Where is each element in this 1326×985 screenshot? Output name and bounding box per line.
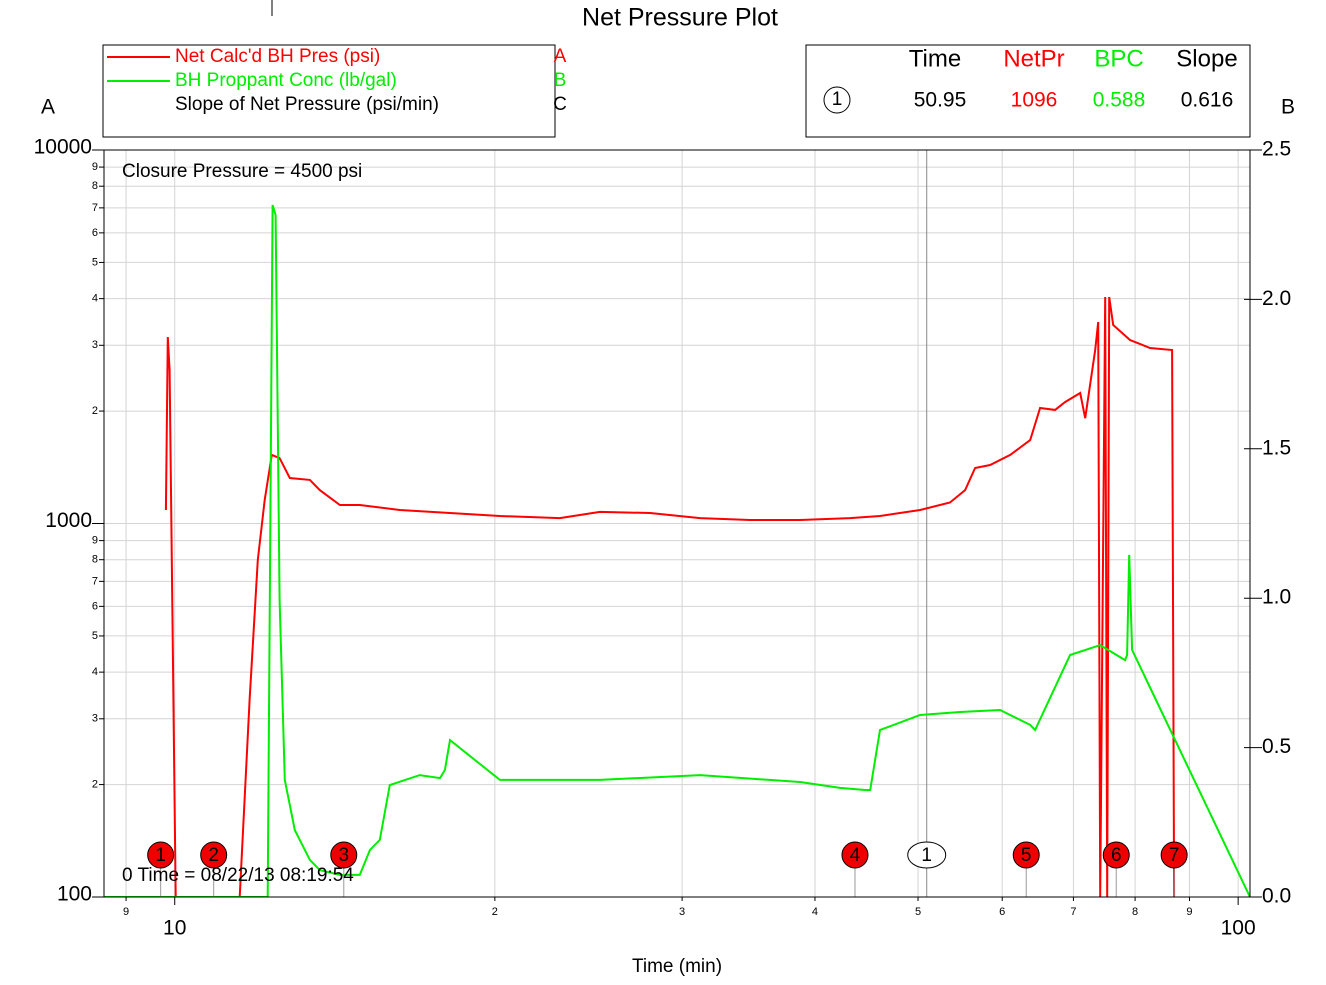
event-marker [330, 841, 358, 869]
series-line [104, 204, 1250, 897]
y-tick-label: 4 [92, 666, 98, 678]
cursor-value: 0.616 [1181, 89, 1234, 112]
legend-label: Net Calc'd BH Pres (psi) [175, 46, 380, 67]
x-tick-label: 6 [999, 906, 1005, 918]
y2-axis-label: B [1281, 96, 1295, 119]
event-marker [200, 841, 228, 869]
annotation: Closure Pressure = 4500 psi [122, 161, 362, 182]
legend-box [102, 44, 556, 138]
y-tick-label: 5 [92, 256, 98, 268]
legend-letter: A [554, 46, 567, 67]
cursor-header: NetPr [1003, 45, 1064, 72]
x-tick-label: 4 [812, 906, 818, 918]
cursor-marker [907, 841, 947, 869]
y-tick-label: 10000 [34, 136, 92, 159]
y-tick-label: 8 [92, 554, 98, 566]
cursor-value: 1096 [1011, 89, 1058, 112]
cursor-header: Time [909, 45, 961, 72]
y-tick-label: 6 [92, 227, 98, 239]
y-tick-label: 6 [92, 600, 98, 612]
x-tick-label: 5 [915, 906, 921, 918]
cursor-header: BPC [1094, 45, 1143, 72]
event-marker [147, 841, 175, 869]
x-axis-label: Time (min) [632, 956, 722, 977]
cursor-box [805, 44, 1251, 138]
y2-tick-label: 0.5 [1262, 735, 1291, 758]
y-axis-label: A [41, 96, 55, 119]
x-tick-label: 2 [492, 906, 498, 918]
y-tick-label: 9 [92, 161, 98, 173]
event-label: 6 [1111, 845, 1122, 866]
legend-label: Slope of Net Pressure (psi/min) [175, 94, 439, 115]
y-tick-label: 7 [92, 202, 98, 214]
y-tick-label: 100 [57, 883, 92, 906]
y-tick-label: 2 [92, 405, 98, 417]
x-tick-label: 7 [1070, 906, 1076, 918]
event-label: 4 [850, 845, 861, 866]
annotation: 0 Time = 08/22/13 08:19:54 [122, 865, 354, 886]
legend-letter: C [553, 94, 567, 115]
x-tick-label: 10 [163, 917, 186, 940]
cursor-value: 50.95 [914, 89, 967, 112]
cursor-value: 0.588 [1093, 89, 1146, 112]
x-tick-label: 3 [679, 906, 685, 918]
y2-tick-label: 1.0 [1262, 586, 1291, 609]
plot-frame [103, 149, 1251, 898]
cursor-header: Slope [1176, 45, 1237, 72]
legend-letter: B [554, 70, 567, 91]
y2-tick-label: 1.5 [1262, 436, 1291, 459]
event-marker [1012, 841, 1040, 869]
y2-tick-label: 2.5 [1262, 138, 1291, 161]
chart-title: Net Pressure Plot [582, 4, 778, 32]
y2-tick-label: 0.0 [1262, 885, 1291, 908]
event-label: 5 [1021, 845, 1032, 866]
event-label: 2 [208, 845, 219, 866]
y-tick-label: 8 [92, 180, 98, 192]
cursor-badge-label: 1 [832, 89, 843, 110]
x-tick-label: 100 [1221, 917, 1256, 940]
event-marker [841, 841, 869, 869]
y-tick-label: 3 [92, 713, 98, 725]
y-tick-label: 1000 [45, 509, 92, 532]
overlay: 1 2 3 4 5 6 710 Time = 08/22/13 08:19:54 [122, 841, 1188, 897]
legend-label: BH Proppant Conc (lb/gal) [175, 70, 397, 91]
y-tick-label: 2 [92, 778, 98, 790]
y-tick-label: 7 [92, 575, 98, 587]
y-tick-label: 5 [92, 630, 98, 642]
event-marker [1160, 841, 1188, 869]
y-tick-label: 4 [92, 293, 98, 305]
cursor-badge [823, 86, 851, 114]
event-marker [1102, 841, 1130, 869]
event-label: 7 [1169, 845, 1180, 866]
y-tick-label: 9 [92, 534, 98, 546]
y-tick-label: 3 [92, 339, 98, 351]
plot-area [104, 150, 1250, 897]
x-tick-label: 8 [1132, 906, 1138, 918]
x-tick-label: 9 [123, 906, 129, 918]
y2-tick-label: 2.0 [1262, 287, 1291, 310]
event-label: 1 [155, 845, 166, 866]
event-label: 3 [338, 845, 349, 866]
cursor-marker-label: 1 [921, 845, 932, 866]
x-tick-label: 9 [1186, 906, 1192, 918]
series-line [164, 296, 1176, 897]
